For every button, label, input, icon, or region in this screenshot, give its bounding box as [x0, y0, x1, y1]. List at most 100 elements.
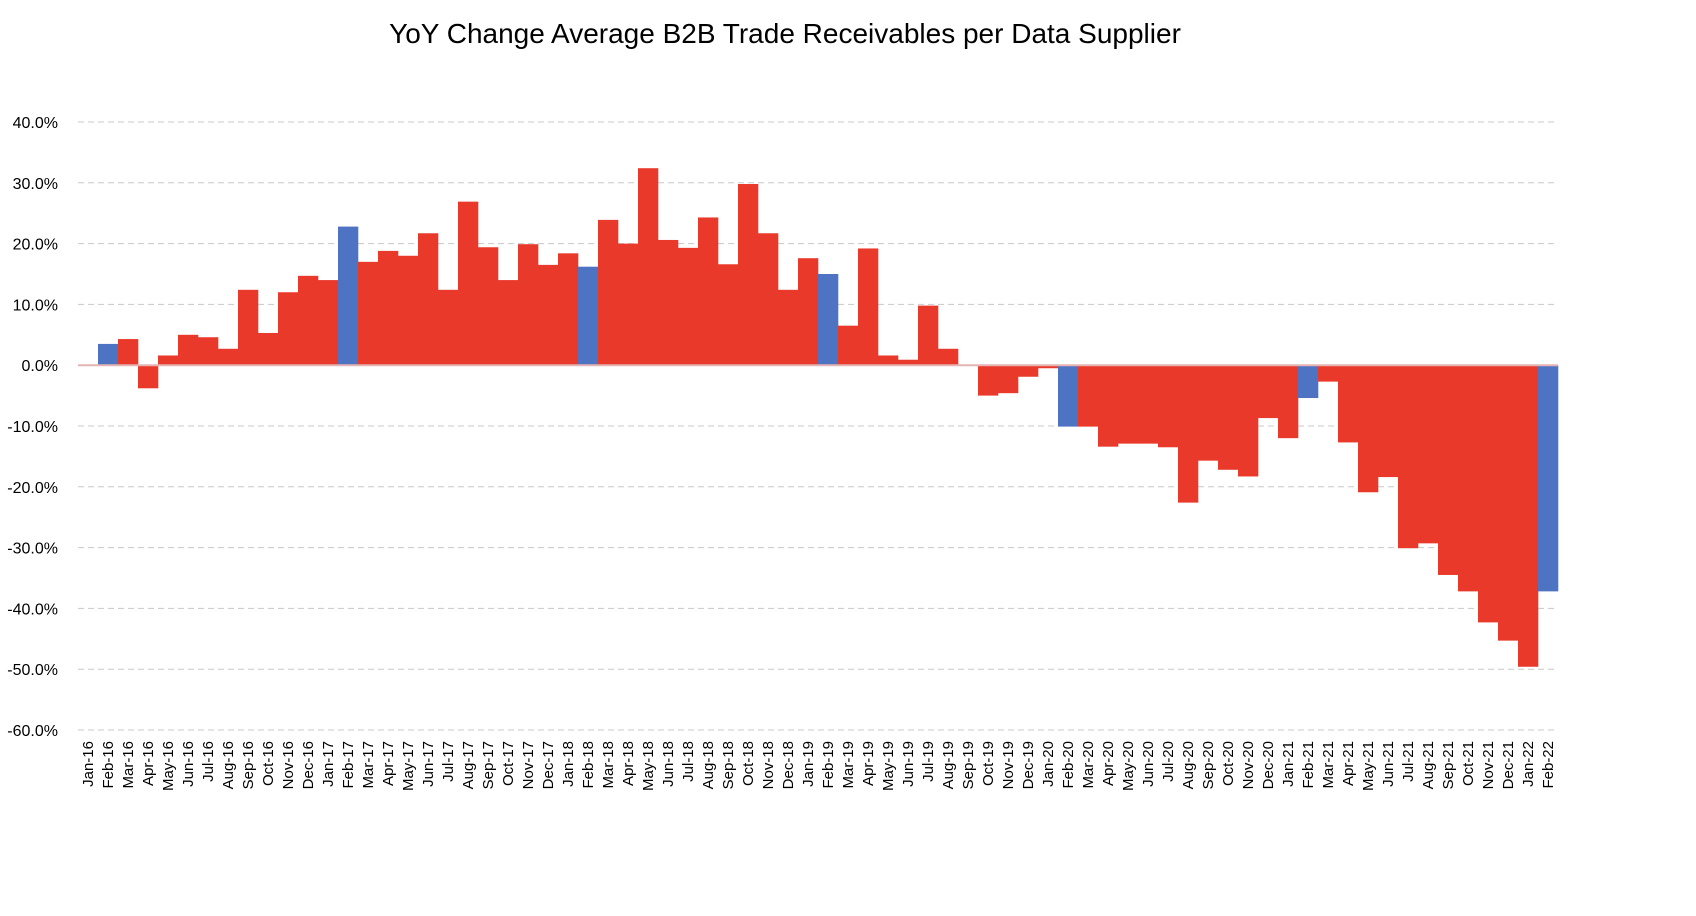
x-tick-label: Feb-18 — [580, 741, 597, 789]
x-tick-label: Jul-21 — [1400, 741, 1417, 782]
x-tick-label: Oct-21 — [1460, 741, 1477, 786]
x-tick-label: Jan-18 — [560, 741, 577, 787]
x-tick-label: Mar-19 — [840, 741, 857, 789]
bar-Nov-16 — [278, 292, 299, 366]
bar-Feb-21 — [1298, 365, 1319, 399]
bar-Jan-22 — [1518, 365, 1539, 667]
y-tick-label: 0.0% — [22, 358, 58, 375]
bar-Feb-18 — [578, 266, 599, 366]
x-tick-label: Jan-22 — [1520, 741, 1537, 787]
x-tick-label: Sep-19 — [960, 741, 977, 789]
x-tick-label: Apr-20 — [1100, 741, 1117, 786]
y-tick-label: 30.0% — [13, 176, 58, 193]
bar-Mar-21 — [1318, 365, 1339, 382]
bar-Sep-17 — [478, 247, 499, 366]
x-tick-label: Nov-21 — [1480, 741, 1497, 789]
y-tick-label: 10.0% — [13, 297, 58, 314]
x-tick-label: Feb-17 — [340, 741, 357, 789]
bar-Dec-20 — [1258, 365, 1279, 419]
bar-Dec-18 — [778, 289, 799, 366]
bar-Jun-18 — [658, 239, 679, 366]
x-tick-label: Sep-20 — [1200, 741, 1217, 789]
bar-Jun-16 — [178, 334, 199, 366]
y-tick-label: 40.0% — [13, 115, 58, 132]
x-tick-label: Aug-16 — [220, 741, 237, 789]
bar-Mar-19 — [838, 325, 859, 366]
x-tick-label: Jan-20 — [1040, 741, 1057, 787]
bar-May-17 — [398, 255, 419, 366]
x-tick-label: Jan-21 — [1280, 741, 1297, 787]
x-tick-label: Dec-17 — [540, 741, 557, 789]
bar-Sep-20 — [1198, 365, 1219, 461]
x-tick-label: Oct-17 — [500, 741, 517, 786]
bar-Jan-18 — [558, 253, 579, 366]
x-tick-label: Sep-16 — [240, 741, 257, 789]
x-tick-label: May-16 — [160, 741, 177, 791]
bar-May-20 — [1118, 365, 1139, 444]
bar-Dec-21 — [1498, 365, 1519, 641]
bar-Jun-20 — [1138, 365, 1159, 444]
bar-Apr-16 — [138, 365, 159, 389]
x-tick-label: Mar-20 — [1080, 741, 1097, 789]
x-tick-label: Dec-21 — [1500, 741, 1517, 789]
bar-Jan-19 — [798, 258, 819, 366]
x-tick-label: Dec-16 — [300, 741, 317, 789]
bar-May-19 — [878, 355, 899, 366]
x-tick-label: Jul-17 — [440, 741, 457, 782]
x-tick-label: Jun-18 — [660, 741, 677, 787]
x-tick-label: Aug-19 — [940, 741, 957, 789]
bar-Apr-21 — [1338, 365, 1359, 443]
bar-Aug-20 — [1178, 365, 1199, 503]
x-tick-label: Jul-18 — [680, 741, 697, 782]
bar-Oct-19 — [978, 365, 999, 396]
x-tick-label: Jun-19 — [900, 741, 917, 787]
x-tick-label: Apr-17 — [380, 741, 397, 786]
x-tick-label: Aug-21 — [1420, 741, 1437, 789]
x-tick-label: Jan-19 — [800, 741, 817, 787]
x-tick-label: Feb-19 — [820, 741, 837, 789]
bar-Feb-20 — [1058, 365, 1079, 427]
bar-Jul-20 — [1158, 365, 1179, 448]
bar-Nov-18 — [758, 233, 779, 366]
y-tick-label: -50.0% — [7, 662, 58, 679]
x-tick-label: Nov-17 — [520, 741, 537, 789]
x-tick-label: Oct-20 — [1220, 741, 1237, 786]
bar-May-16 — [158, 355, 179, 366]
x-tick-label: Jan-17 — [320, 741, 337, 787]
x-tick-label: Jul-16 — [200, 741, 217, 782]
bar-Nov-20 — [1238, 365, 1259, 477]
x-tick-label: Aug-18 — [700, 741, 717, 789]
x-tick-label: Aug-17 — [460, 741, 477, 789]
x-tick-label: Mar-16 — [120, 741, 137, 789]
bar-Feb-22 — [1538, 365, 1559, 592]
bar-Jun-17 — [418, 233, 439, 366]
x-tick-label: Jan-16 — [80, 741, 97, 787]
bar-Jul-16 — [198, 337, 219, 366]
x-tick-label: Nov-20 — [1240, 741, 1257, 789]
bar-Jan-20 — [1038, 365, 1059, 369]
bar-Dec-19 — [1018, 365, 1039, 377]
bar-Mar-17 — [358, 261, 379, 366]
x-tick-label: Feb-20 — [1060, 741, 1077, 789]
bar-Oct-17 — [498, 280, 519, 366]
bar-Oct-16 — [258, 332, 279, 366]
bar-Feb-17 — [338, 226, 359, 366]
bar-Oct-18 — [738, 184, 759, 366]
x-tick-label: Jul-20 — [1160, 741, 1177, 782]
y-tick-label: -60.0% — [7, 723, 58, 740]
x-tick-label: May-17 — [400, 741, 417, 791]
x-tick-label: Jun-17 — [420, 741, 437, 787]
x-tick-label: Feb-16 — [100, 741, 117, 789]
bar-Jun-21 — [1378, 365, 1399, 478]
x-tick-label: Oct-16 — [260, 741, 277, 786]
bar-Jan-17 — [318, 280, 339, 366]
bar-Aug-16 — [218, 348, 239, 366]
x-tick-label: Mar-17 — [360, 741, 377, 789]
bar-Apr-19 — [858, 248, 879, 366]
bar-Jan-21 — [1278, 365, 1299, 439]
x-tick-label: May-19 — [880, 741, 897, 791]
x-tick-label: Mar-18 — [600, 741, 617, 789]
bar-Aug-18 — [698, 217, 719, 366]
bar-Mar-18 — [598, 219, 619, 366]
x-tick-label: Dec-19 — [1020, 741, 1037, 789]
